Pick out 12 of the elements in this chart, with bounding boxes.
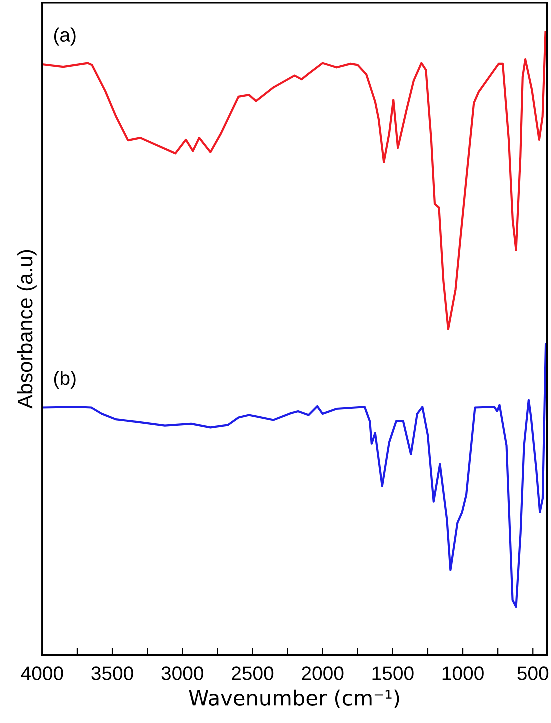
x-tick-label: 2500 xyxy=(232,666,274,680)
series-label: (a) xyxy=(54,28,76,46)
x-axis-title: Wavenumber (cm⁻¹) xyxy=(189,690,400,708)
series-label: (b) xyxy=(54,370,76,390)
x-tick-label: 1500 xyxy=(372,666,414,680)
y-axis-title: Absorbance (a.u) xyxy=(17,250,37,409)
x-tick-label: 3000 xyxy=(162,666,204,680)
x-tick-label: 4000 xyxy=(21,666,64,680)
x-tick-label: 500 xyxy=(518,666,549,680)
x-tick-label: 3500 xyxy=(92,666,134,680)
x-tick-label: 1000 xyxy=(442,666,484,680)
x-tick-label: 2000 xyxy=(302,666,344,680)
